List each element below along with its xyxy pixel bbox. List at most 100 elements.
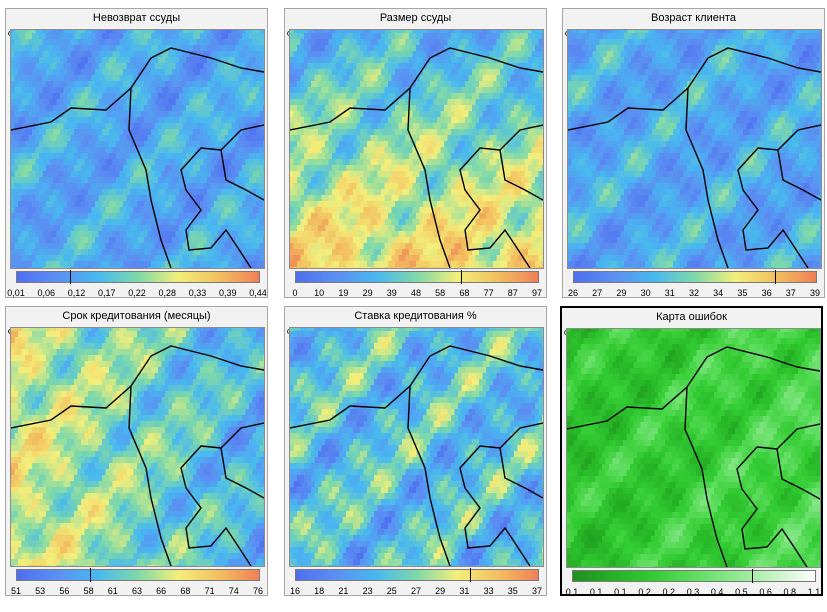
scale-ticks: 0,1 0,1 0,1 0,2 0,2 0,3 0,4 0,5 0,6 0,8 1,1 [562, 587, 821, 599]
scale-tick-label: 0,6 [759, 587, 772, 597]
scale-tick-label: 77 [483, 288, 494, 298]
scale-marker [70, 270, 72, 284]
scale-tick-label: 0,39 [218, 288, 237, 298]
map-panel-3[interactable]: Возраст клиента 26 27 29 30 31 32 34 35 36 37 39 [562, 8, 825, 298]
scale-tick-label: 0,8 [783, 587, 797, 597]
scale-tick-label: 0,17 [97, 288, 116, 298]
som-map[interactable] [10, 29, 265, 269]
color-scale-bar [16, 270, 260, 284]
scale-ticks: 0,01 0,06 0,12 0,17 0,22 0,28 0,33 0,39 0,44 [6, 288, 267, 300]
scale-marker [774, 270, 776, 284]
scale-tick-label: 0,01 [7, 288, 25, 298]
map-title: Срок кредитования (месяцы) [62, 310, 211, 322]
scale-tick-label: 26 [567, 288, 579, 298]
scale-tick-label: 48 [410, 288, 422, 298]
map-panel-6[interactable]: Карта ошибок 0,1 0,1 0,1 0,2 0,2 0,3 0,4 0,5 0,6 0… [560, 306, 823, 599]
scale-tick-label: 31 [664, 288, 675, 298]
scale-tick-label: 97 [531, 288, 543, 298]
scale-tick-label: 29 [435, 586, 446, 596]
map-title: Ставка кредитования % [354, 310, 477, 322]
scale-tick-label: 0,1 [589, 587, 603, 597]
scale-tick-label: 0,12 [67, 288, 86, 298]
cluster-boundary [567, 346, 820, 567]
scale-tick-label: 23 [362, 586, 373, 596]
scale-tick-label: 30 [640, 288, 651, 298]
scale-tick-label: 33 [483, 586, 494, 596]
scale-tick-label: 74 [228, 586, 239, 596]
color-scale-bar [295, 270, 539, 284]
scale-marker [89, 568, 91, 582]
scale-tick-label: 39 [809, 288, 821, 298]
scale-tick-label: 53 [35, 586, 46, 596]
scale-tick-label: 87 [507, 288, 518, 298]
scale-tick-label: 68 [459, 288, 470, 298]
scale-tick-label: 0,22 [128, 288, 146, 298]
map-panel-1[interactable]: Невозврат ссуды 0,01 0,06 0,12 0,17 0,22 0,28 0… [5, 8, 268, 298]
scale-tick-label: 34 [713, 288, 724, 298]
scale-tick-label: 35 [737, 288, 748, 298]
map-panel-5[interactable]: Ставка кредитования % 16 18 21 23 25 27 29 31 33 3… [284, 306, 547, 596]
scale-tick-label: 0 [292, 288, 298, 298]
scale-tick-label: 36 [761, 288, 772, 298]
scale-tick-label: 35 [507, 586, 518, 596]
cluster-boundary [11, 47, 264, 268]
som-map[interactable] [566, 328, 821, 568]
scale-tick-label: 37 [531, 586, 543, 596]
scale-ticks: 16 18 21 23 25 27 29 31 33 35 37 [285, 586, 546, 598]
scale-tick-label: 18 [314, 586, 325, 596]
scale-ticks: 51 53 56 58 61 63 66 68 71 74 76 [6, 586, 267, 598]
scale-tick-label: 0,28 [158, 288, 177, 298]
scale-ticks: 0 10 19 29 39 48 58 68 77 87 97 [285, 288, 546, 300]
scale-tick-label: 32 [688, 288, 700, 298]
map-title: Карта ошибок [656, 311, 727, 323]
scale-tick-label: 37 [785, 288, 796, 298]
map-title: Возраст клиента [651, 12, 736, 24]
scale-tick-label: 29 [616, 288, 627, 298]
scale-tick-label: 56 [59, 586, 70, 596]
scale-tick-label: 51 [10, 586, 22, 596]
scale-ticks: 26 27 29 30 31 32 34 35 36 37 39 [563, 288, 824, 300]
scale-tick-label: 61 [107, 586, 118, 596]
scale-tick-label: 27 [592, 288, 603, 298]
scale-tick-label: 10 [314, 288, 325, 298]
scale-marker [752, 569, 754, 583]
scale-tick-label: 1,1 [807, 587, 821, 597]
som-map[interactable] [567, 29, 822, 269]
color-scale-bar [572, 569, 816, 583]
som-map[interactable] [289, 29, 544, 269]
scale-tick-label: 0,33 [188, 288, 207, 298]
scale-tick-label: 16 [289, 586, 301, 596]
map-title: Невозврат ссуды [92, 12, 181, 24]
scale-tick-label: 66 [156, 586, 167, 596]
map-panel-2[interactable]: Размер ссуды 0 10 19 29 39 48 58 68 77 87 97 [284, 8, 547, 298]
scale-tick-label: 27 [410, 586, 422, 596]
scale-tick-label: 0,3 [686, 587, 700, 597]
scale-tick-label: 39 [386, 288, 397, 298]
scale-tick-label: 0,5 [735, 587, 748, 597]
color-scale-bar [295, 568, 539, 582]
scale-marker [460, 270, 462, 284]
scale-tick-label: 0,2 [662, 587, 676, 597]
scale-tick-label: 25 [386, 586, 397, 596]
scale-tick-label: 0,2 [638, 587, 651, 597]
cluster-boundary [568, 47, 821, 268]
scale-tick-label: 0,06 [37, 288, 56, 298]
scale-tick-label: 71 [204, 586, 215, 596]
color-scale-bar [573, 270, 817, 284]
som-map[interactable] [289, 327, 544, 567]
scale-tick-label: 19 [338, 288, 349, 298]
map-title: Размер ссуды [379, 12, 452, 24]
scale-tick-label: 58 [83, 586, 94, 596]
cluster-boundary [11, 345, 264, 566]
scale-tick-label: 63 [131, 586, 143, 596]
som-map[interactable] [10, 327, 265, 567]
scale-tick-label: 58 [435, 288, 446, 298]
scale-tick-label: 68 [180, 586, 191, 596]
scale-tick-label: 0,4 [710, 587, 724, 597]
scale-marker [470, 568, 472, 582]
map-panel-4[interactable]: Срок кредитования (месяцы) 51 53 56 58 61 63 66… [5, 306, 268, 596]
scale-tick-label: 31 [459, 586, 470, 596]
scale-tick-label: 0,44 [249, 288, 267, 298]
scale-tick-label: 21 [338, 586, 349, 596]
scale-tick-label: 29 [362, 288, 373, 298]
